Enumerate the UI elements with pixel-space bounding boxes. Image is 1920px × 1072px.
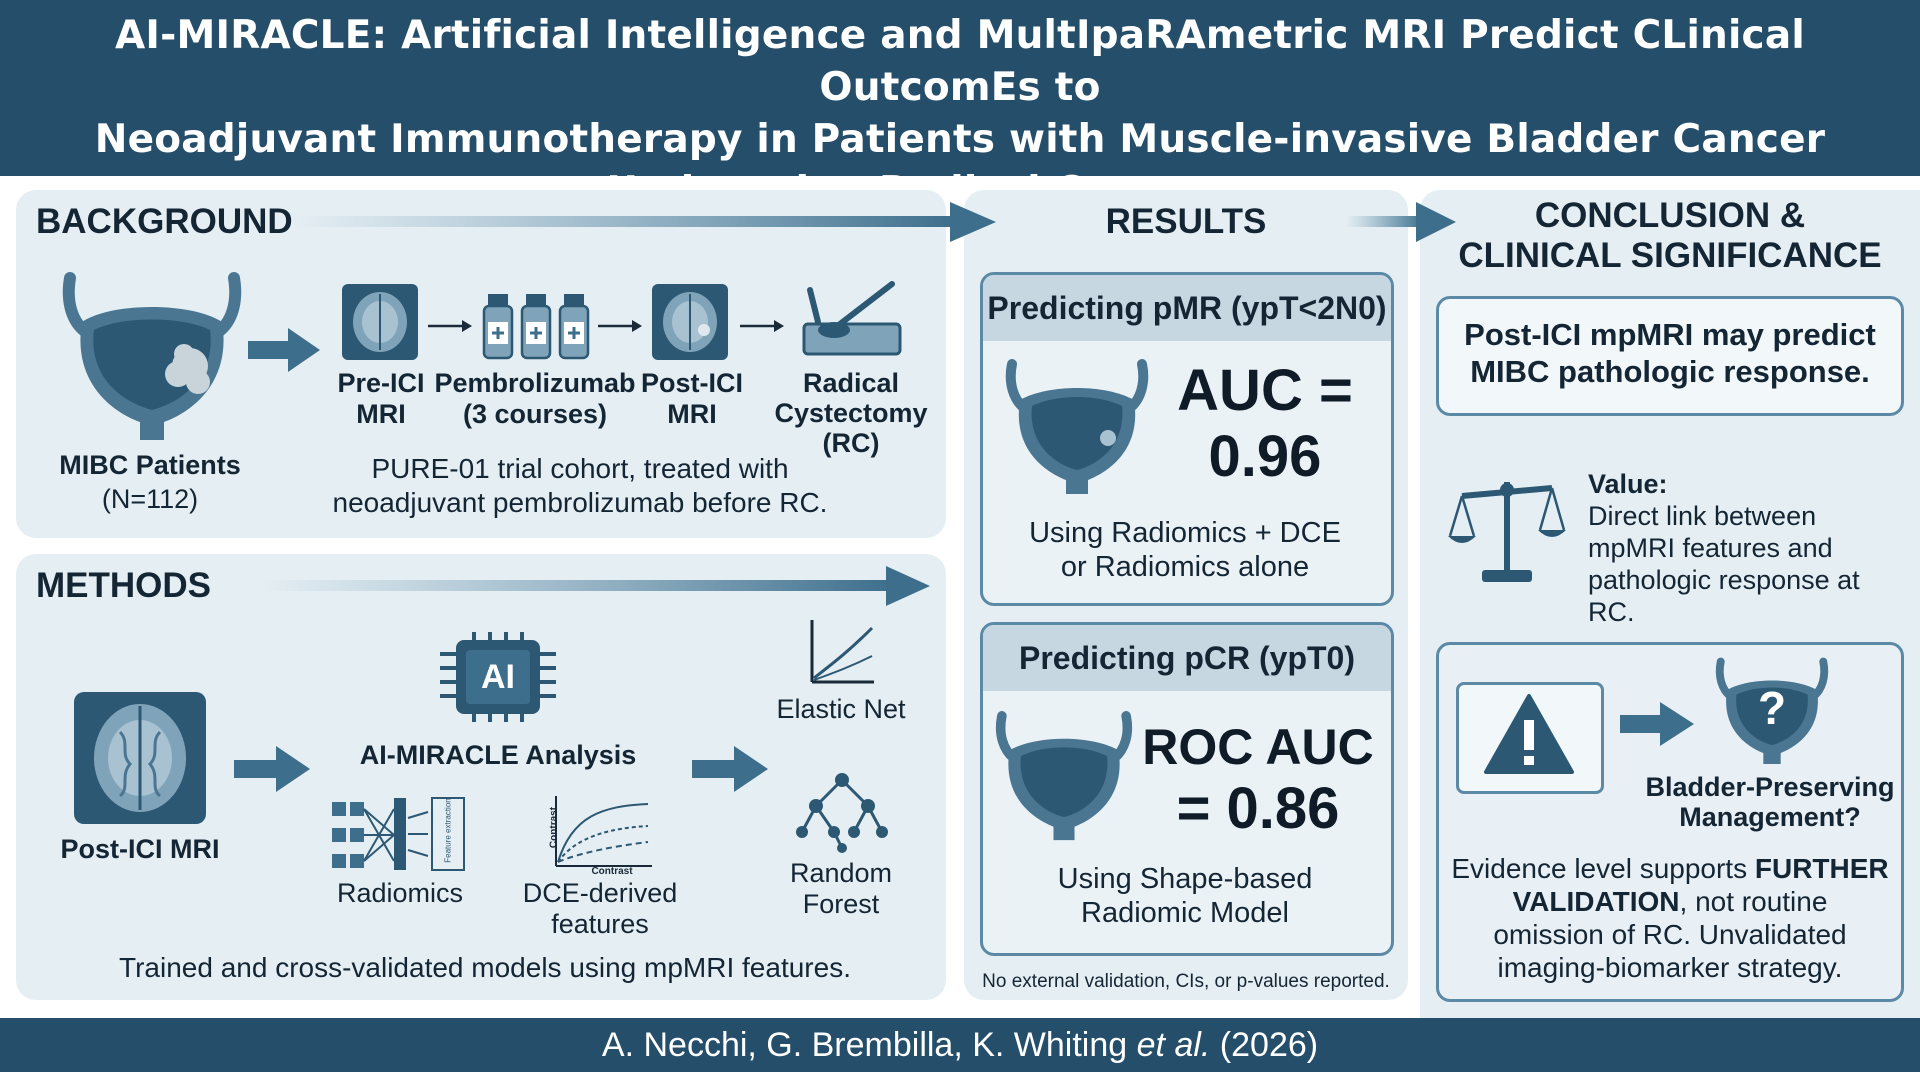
results-heading: RESULTS [1105,202,1267,241]
warning-icon [1484,694,1574,774]
radiomics-network-icon [332,797,465,871]
value-text: Value: Direct link between mpMRI feature… [1588,468,1888,628]
dce-curve-icon [555,796,652,867]
bladder-icon [1005,359,1149,494]
conclusion-heading: CONCLUSION & CLINICAL SIGNIFICANCE [1458,196,1882,275]
small-arrow-icon [598,320,642,332]
pmr-card: Predicting pMR (ypT<2N0) [980,272,1394,606]
mibc-patients-n: (N=112) [101,484,199,514]
step-pre-ici: Pre-ICI MRI [337,368,425,429]
ai-miracle-analysis-label: AI-MIRACLE Analysis [359,740,637,770]
methods-arrow [260,566,930,606]
results-arrow [1346,202,1456,242]
header-banner: AI-MIRACLE: Artificial Intelligence and … [0,0,1920,214]
flow-arrow-icon [234,746,310,792]
ai-chip-text: AI [481,658,515,696]
flow-arrow-icon [1620,702,1694,746]
bladder-tumor-icon [62,272,242,440]
flow-arrow-icon [692,746,768,792]
post-ici-mri-label: Post-ICI MRI [60,834,220,864]
results-footnote: No external validation, CIs, or p-values… [982,971,1390,992]
pmr-note: Using Radiomics + DCE or Radiomics alone [1029,517,1341,583]
post-ici-mri-icon [652,284,728,360]
footer-banner: A. Necchi, G. Brembilla, K. Whiting et a… [0,1018,1920,1072]
page-title: AI-MIRACLE: Artificial Intelligence and … [0,0,1920,218]
step-pembrolizumab: Pembrolizumab (3 courses) [434,368,636,429]
step-radical-cystectomy: Radical Cystectomy (RC) [774,368,928,458]
value-title: Value: [1588,469,1668,499]
dce-axis-x: Contrast [591,866,633,877]
question-mark: ? [1757,682,1787,734]
pcr-note: Using Shape-based Radiomic Model [1057,863,1313,929]
random-forest-icon [796,773,888,853]
feature-extraction-tiny: Feature extraction [443,798,453,863]
scalpel-icon [802,281,902,356]
pre-ici-mri-icon [342,284,418,360]
background-arrow [290,202,996,242]
small-arrow-icon [740,320,784,332]
post-ici-mri-large-icon [74,692,206,824]
pcr-auc-value: ROC AUC = 0.86 [1142,719,1374,841]
scales-icon [1448,482,1566,582]
pmr-card-title: Predicting pMR (ypT<2N0) [983,275,1391,341]
key-finding-box [1436,296,1904,416]
bladder-preserving-label: Bladder-Preserving Management? [1645,772,1895,832]
step-post-ici: Post-ICI MRI [640,368,743,429]
radiomics-label: Radiomics [336,878,464,908]
small-arrow-icon [428,320,472,332]
pembrolizumab-vials-icon [482,294,590,360]
dce-axis-y: Contrast [548,806,560,849]
year: (2026) [1210,1026,1319,1064]
flow-arrow-icon [248,328,320,372]
ai-chip-icon [440,632,556,722]
authors: A. Necchi, G. Brembilla, K. Whiting [601,1026,1137,1064]
evidence-text: Evidence level supports FURTHER VALIDATI… [1451,853,1889,983]
cohort-description: PURE-01 trial cohort, treated with neoad… [332,453,828,518]
methods-heading: METHODS [36,566,211,605]
bladder-question-icon [1715,657,1829,765]
title-line-1: AI-MIRACLE: Artificial Intelligence and … [115,13,1805,110]
pcr-card-title: Predicting pCR (ypT0) [983,625,1391,691]
dce-features-label: DCE-derived features [522,878,678,939]
elastic-net-label: Elastic Net [776,694,906,724]
background-heading: BACKGROUND [36,202,293,241]
et-al: et al. [1136,1026,1211,1064]
title-line-2: Neoadjuvant Immunotherapy in Patients wi… [94,117,1826,162]
key-finding-text: Post-ICI mpMRI may predict MIBC pathologi… [1464,317,1876,389]
elastic-net-icon [810,620,874,684]
mibc-patients-label: MIBC Patients [59,450,241,480]
methods-summary: Trained and cross-validated models using… [119,952,851,983]
pmr-auc-value: AUC = 0.96 [1177,358,1353,489]
bladder-icon [995,711,1133,841]
random-forest-label: Random Forest [789,858,893,919]
